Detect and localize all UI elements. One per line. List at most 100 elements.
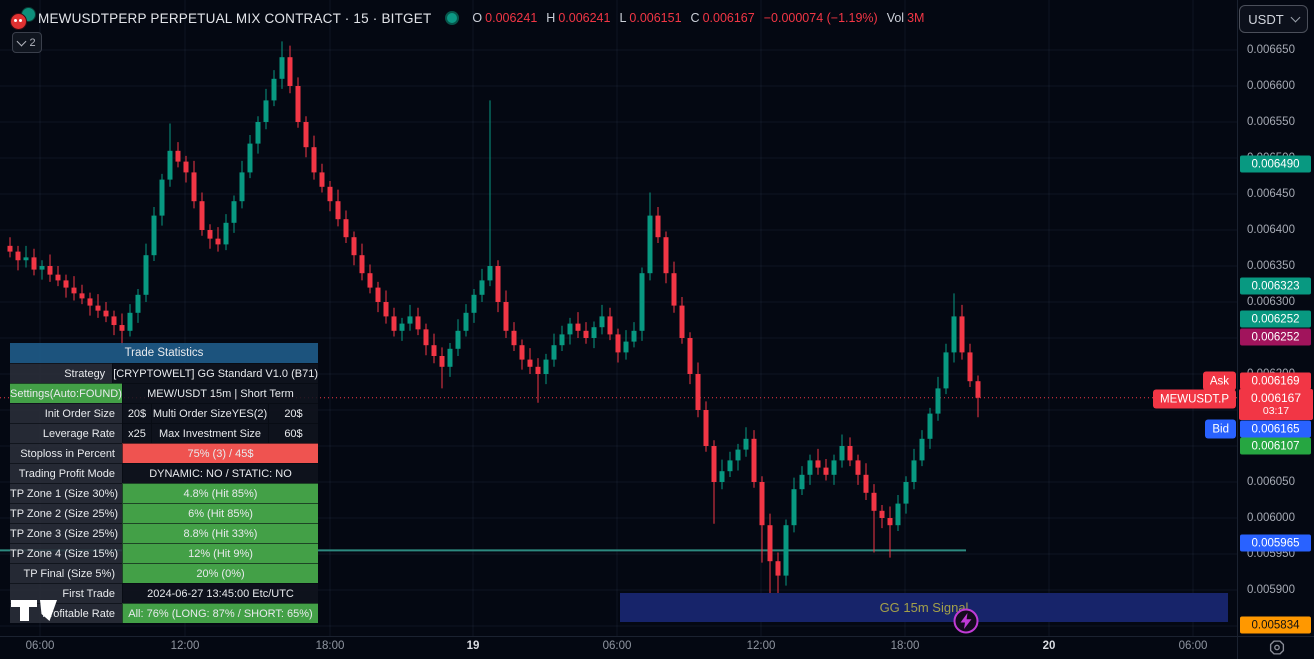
- candle: [975, 375, 981, 418]
- table-row-label: TP Final (Size 5%): [10, 563, 122, 583]
- table-row-label: TP Zone 3 (Size 25%): [10, 523, 122, 543]
- table-cell: 60$: [268, 423, 318, 443]
- candle: [247, 134, 253, 179]
- candle: [287, 45, 293, 94]
- table-cell: 20$: [268, 403, 318, 423]
- candle: [263, 88, 269, 130]
- candle: [143, 243, 149, 302]
- candle: [31, 248, 37, 276]
- currency-selector[interactable]: USDT: [1239, 5, 1308, 33]
- volume-label: Vol: [886, 11, 905, 25]
- gear-icon: [1269, 640, 1285, 655]
- table-row-label: TP Zone 2 (Size 25%): [10, 503, 122, 523]
- axis-settings-button[interactable]: [1266, 638, 1288, 657]
- ohlc-values: O 0.006241 H 0.006241 L 0.006151 C 0.006…: [472, 11, 924, 25]
- price-tick: 0.006050: [1247, 476, 1295, 488]
- candle: [687, 332, 693, 385]
- indicators-collapse-button[interactable]: 2: [12, 32, 42, 53]
- candle: [183, 155, 189, 183]
- bid-tag: Bid: [1205, 419, 1236, 439]
- candle: [39, 260, 45, 280]
- candle: [639, 267, 645, 341]
- candle: [751, 430, 757, 488]
- table-cell: 8.8% (Hit 33%): [122, 523, 318, 543]
- price-axis-tag: 0.006165: [1240, 420, 1311, 438]
- candle: [511, 322, 517, 351]
- candle: [223, 214, 229, 251]
- change-value: −0.000074 (−1.19%): [763, 11, 878, 25]
- candle: [487, 100, 493, 287]
- candle: [895, 494, 901, 531]
- candle: [663, 231, 669, 284]
- candle: [255, 116, 261, 154]
- tradingview-logo-icon: [11, 600, 57, 621]
- time-tick: 06:00: [602, 640, 632, 652]
- candle: [711, 440, 717, 524]
- time-tick: 06:00: [1178, 640, 1208, 652]
- candle: [727, 451, 733, 477]
- candle: [351, 231, 357, 266]
- close-label: C: [690, 11, 700, 25]
- time-tick: 18:00: [890, 640, 920, 652]
- candle: [207, 224, 213, 249]
- symbol-title[interactable]: MEWUSDTPERP PERPETUAL MIX CONTRACT · 15 …: [38, 10, 432, 26]
- candle: [423, 323, 429, 356]
- candle: [87, 292, 93, 316]
- price-tick: 0.006450: [1247, 188, 1295, 200]
- candle: [743, 427, 749, 457]
- candle: [103, 302, 109, 323]
- price-axis-tag: 0.006252: [1240, 328, 1311, 346]
- candle: [215, 227, 221, 252]
- candle: [335, 189, 341, 227]
- bar-countdown: 03:17: [1262, 405, 1290, 418]
- table-row: Settings(Auto:FOUND) MEW/USDT 15m | Short…: [10, 383, 318, 403]
- candle: [759, 476, 765, 563]
- candle: [415, 307, 421, 336]
- candle: [359, 243, 365, 281]
- candle: [655, 206, 661, 243]
- price-axis-tag: 0.006323: [1240, 277, 1311, 295]
- candle: [135, 289, 141, 323]
- current-price-label: 0.006167 03:17: [1239, 389, 1313, 420]
- candle: [791, 477, 797, 533]
- candle: [47, 254, 53, 282]
- currency-label: USDT: [1248, 11, 1284, 27]
- time-tick: 20: [1042, 640, 1056, 652]
- candle: [647, 192, 653, 281]
- candle: [623, 330, 629, 360]
- candle: [887, 506, 893, 558]
- current-price: 0.006167: [1250, 390, 1302, 405]
- candle: [319, 163, 325, 193]
- price-tick: 0.006350: [1247, 260, 1295, 272]
- candle: [695, 362, 701, 418]
- candle: [15, 245, 21, 271]
- price-tick: 0.006000: [1247, 512, 1295, 524]
- price-axis-tag: 0.006107: [1240, 437, 1311, 455]
- candle: [63, 274, 69, 298]
- candle: [479, 268, 485, 302]
- table-row: Init Order Size 20$ Multi Order SizeYES(2)…: [10, 403, 318, 423]
- table-row-label: Settings(Auto:FOUND): [10, 383, 122, 403]
- lightning-badge-icon[interactable]: [952, 607, 980, 635]
- axis-separator-horizontal: [0, 636, 1314, 637]
- candle: [311, 135, 317, 180]
- candle: [119, 313, 125, 346]
- time-axis[interactable]: 06:00 12:00 18:00 19 06:00 12:00 18:00 20 06:00: [0, 637, 1237, 659]
- candle: [399, 317, 405, 341]
- table-row: Strategy [CRYPTOWELT] GG Standard V1.0 (B…: [10, 363, 318, 383]
- price-axis[interactable]: 0.006167 03:17 0.006650 0.006600 0.006550 0…: [1238, 0, 1314, 636]
- table-cell: Max Investment Size: [151, 423, 268, 443]
- candle: [527, 348, 533, 374]
- candle: [407, 304, 413, 331]
- table-row-label: Strategy: [10, 363, 113, 383]
- low-label: L: [619, 11, 627, 25]
- candle: [703, 401, 709, 452]
- table-row: TP Zone 2 (Size 25%) 6% (Hit 85%): [10, 503, 318, 523]
- candle: [551, 333, 557, 367]
- ask-tag: Ask: [1202, 371, 1236, 391]
- chart-legend: MEWUSDTPERP PERPETUAL MIX CONTRACT · 15 …: [8, 6, 924, 30]
- table-row-label: TP Zone 4 (Size 15%): [10, 543, 122, 563]
- table-row: TP Zone 3 (Size 25%) 8.8% (Hit 33%): [10, 523, 318, 543]
- candle: [295, 77, 301, 128]
- price-axis-tag: 0.006169: [1240, 372, 1311, 390]
